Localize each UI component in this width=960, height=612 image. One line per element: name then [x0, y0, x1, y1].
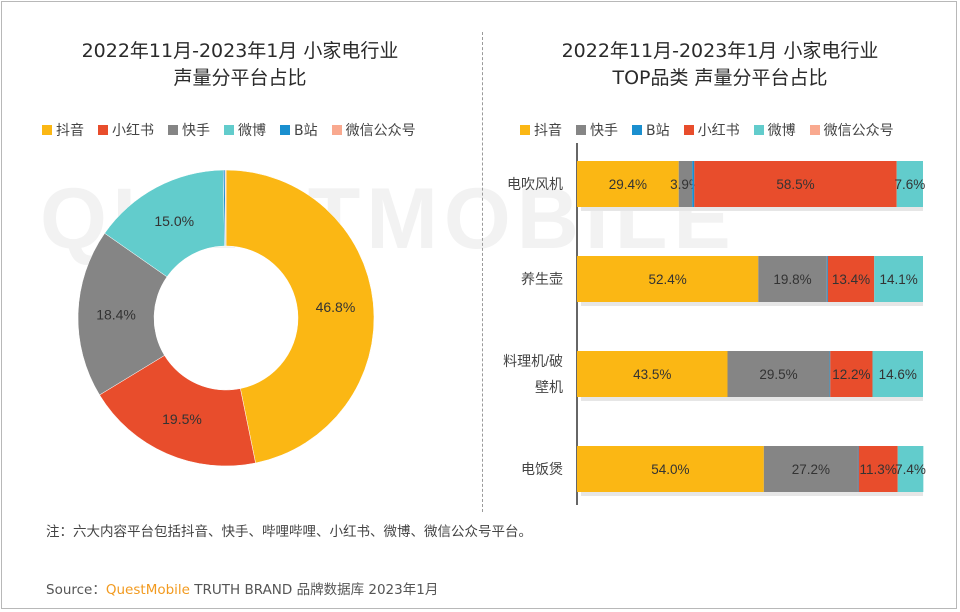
bar-title-line1: 2022年11月-2023年1月 小家电行业 — [561, 40, 879, 62]
donut-title-line1: 2022年11月-2023年1月 小家电行业 — [81, 40, 399, 62]
donut-chart-title: 2022年11月-2023年1月 小家电行业 声量分平台占比 — [30, 38, 450, 92]
panel-divider — [482, 32, 483, 512]
legend-label: B站 — [646, 123, 670, 139]
legend-label: 微信公众号 — [823, 123, 894, 139]
legend-label: 抖音 — [534, 123, 562, 139]
bar-title-line2: TOP品类 声量分平台占比 — [612, 67, 828, 89]
watermark: QUESTMOBILE — [40, 171, 737, 267]
donut-legend-item: B站 — [280, 120, 318, 140]
legend-swatch — [224, 125, 234, 135]
legend-swatch — [331, 125, 342, 135]
legend-swatch — [809, 125, 820, 135]
legend-label: 快手 — [590, 123, 618, 139]
bar-chart-title: 2022年11月-2023年1月 小家电行业 TOP品类 声量分平台占比 — [490, 38, 950, 92]
bar-legend-item: B站 — [632, 120, 670, 140]
legend-swatch — [98, 125, 108, 135]
legend-label: 快手 — [182, 123, 210, 139]
bar-legend-item: 小红书 — [683, 120, 740, 140]
legend-swatch — [280, 125, 290, 135]
legend-label: 小红书 — [112, 123, 154, 139]
legend-label: 微博 — [238, 123, 266, 139]
donut-legend-item: 微博 — [224, 120, 266, 140]
donut-legend-item: 抖音 — [42, 120, 84, 140]
bar-legend-item: 抖音 — [520, 120, 562, 140]
legend-label: 微博 — [767, 123, 796, 139]
donut-legend-item: 微信公众号 — [331, 120, 416, 140]
donut-legend-item: 快手 — [168, 120, 210, 140]
legend-swatch — [42, 125, 52, 135]
legend-label: 小红书 — [697, 123, 740, 139]
bar-legend-item: 微信公众号 — [809, 120, 894, 140]
source-line: Source：QuestMobile TRUTH BRAND 品牌数据库 202… — [46, 578, 438, 598]
bar-legend-item: 微博 — [753, 120, 796, 140]
donut-title-line2: 声量分平台占比 — [173, 67, 307, 89]
legend-label: 抖音 — [56, 123, 84, 139]
source-rest: TRUTH BRAND 品牌数据库 2023年1月 — [189, 582, 439, 598]
footnote: 注：六大内容平台包括抖音、快手、哔哩哔哩、小红书、微博、微信公众号平台。 — [46, 524, 532, 540]
legend-swatch — [520, 125, 530, 135]
legend-swatch — [753, 125, 764, 135]
legend-label: 微信公众号 — [345, 123, 416, 139]
source-prefix: Source： — [46, 582, 106, 598]
legend-swatch — [168, 125, 178, 135]
legend-swatch — [576, 125, 586, 135]
legend-swatch — [632, 125, 642, 135]
bar-legend-item: 快手 — [576, 120, 618, 140]
bar-legend: 抖音 快手 B站 小红书 微博 微信公众号 — [520, 120, 908, 140]
legend-swatch — [683, 125, 694, 135]
legend-label: B站 — [294, 123, 318, 139]
donut-legend: 抖音 小红书 快手 微博 B站 微信公众号 — [42, 120, 430, 140]
donut-legend-item: 小红书 — [98, 120, 154, 140]
source-brand: QuestMobile — [105, 582, 190, 598]
